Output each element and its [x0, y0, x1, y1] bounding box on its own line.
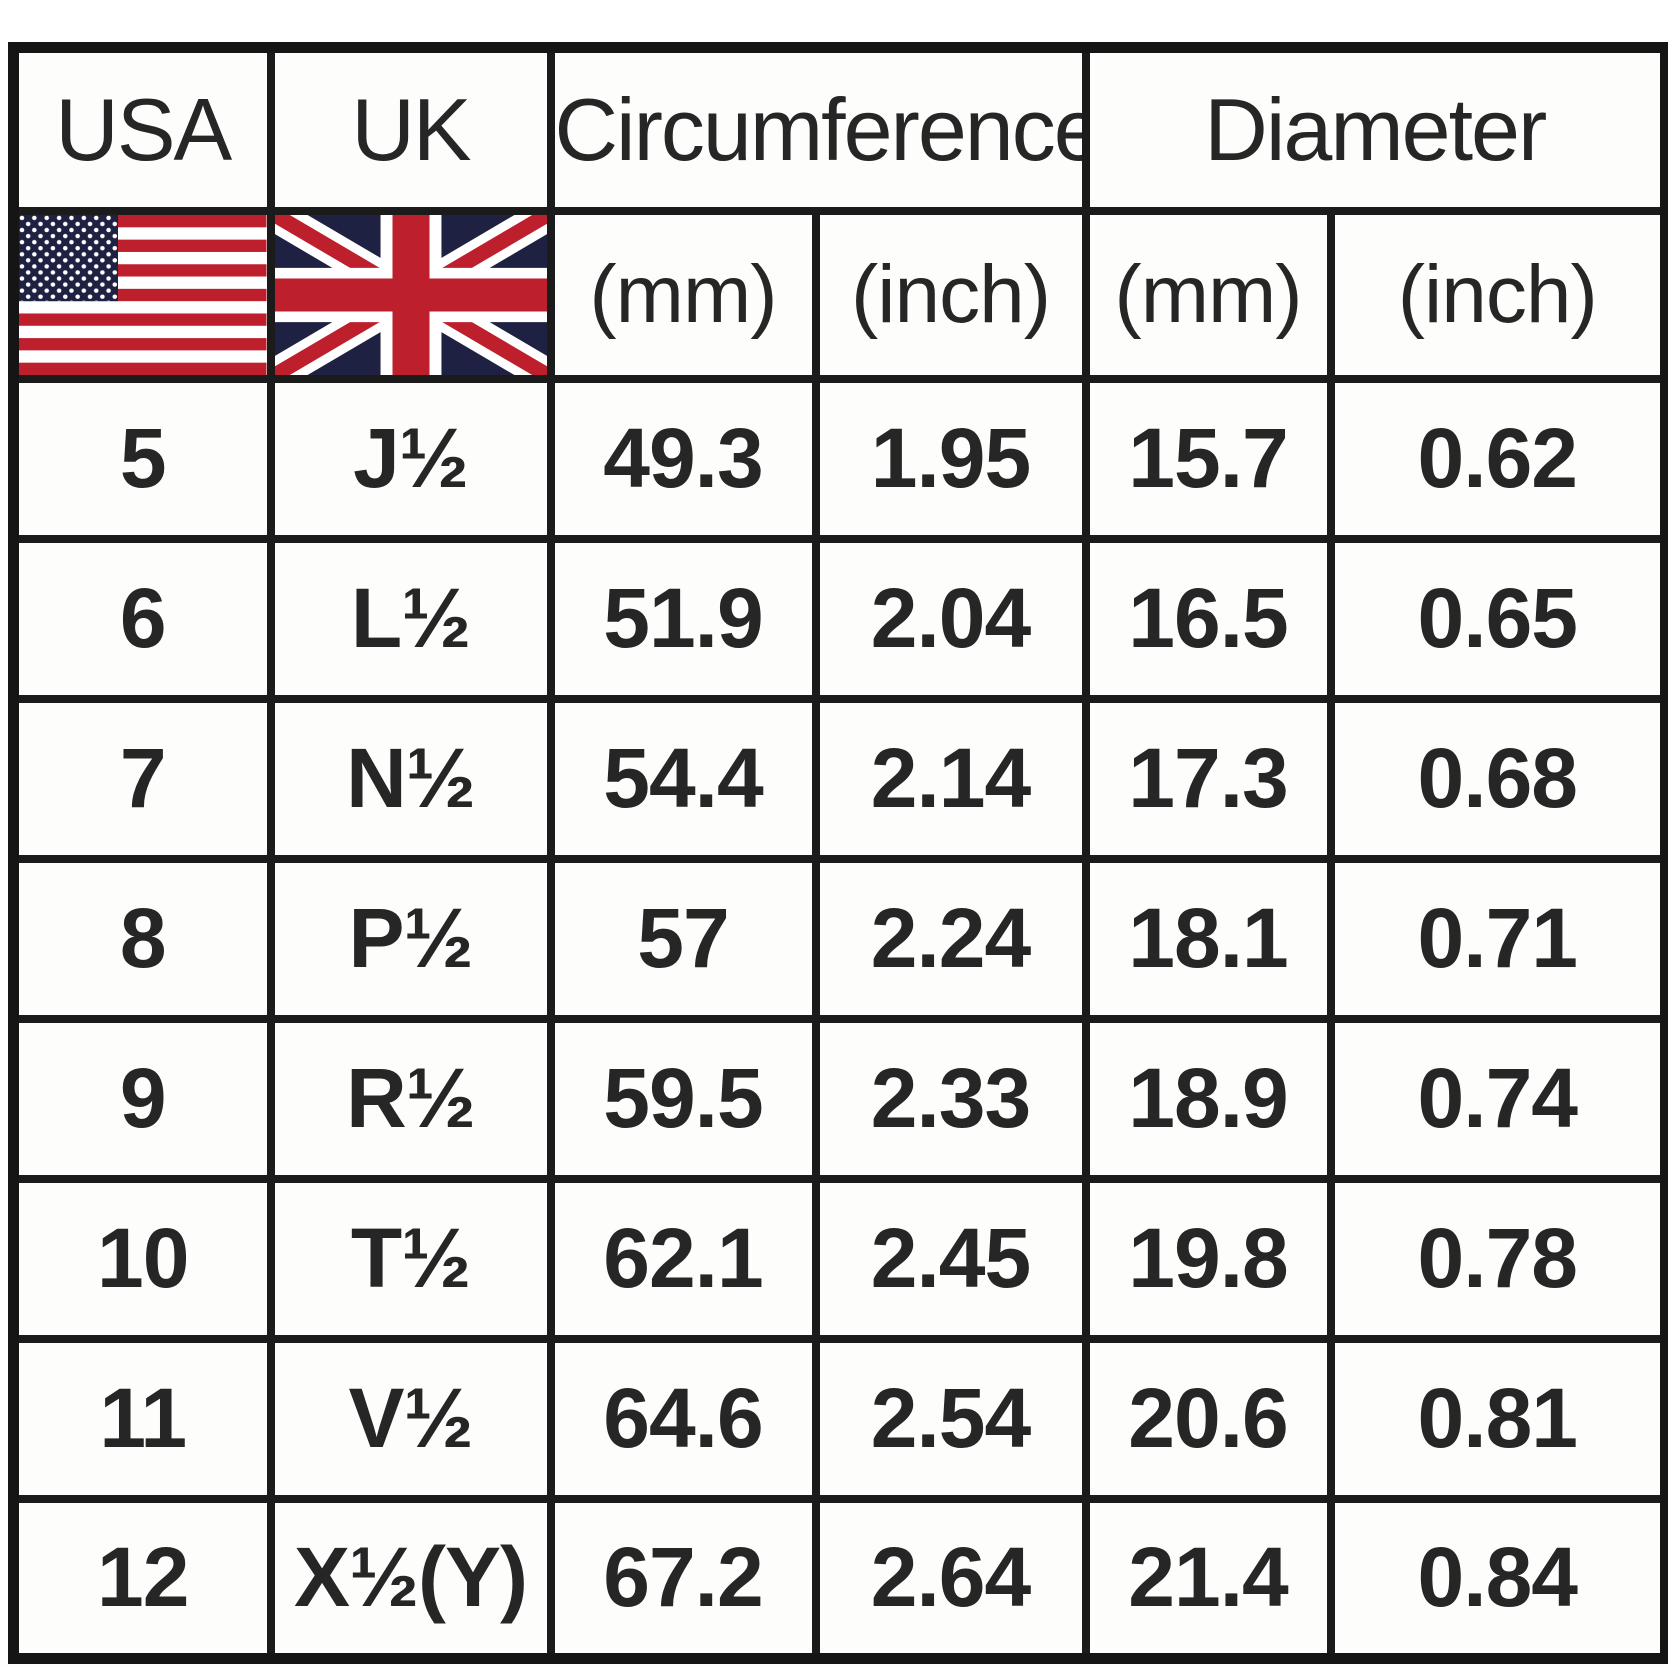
diameter-inch-cell: 0.62 [1326, 374, 1668, 543]
diameter-inch-cell: 0.74 [1326, 1014, 1668, 1183]
circumference-header-cell: Circumference [546, 43, 1090, 215]
circumference-inch-cell: 2.64 [811, 1494, 1090, 1663]
circumference-inch-cell: 2.24 [811, 854, 1090, 1023]
circumference-inch-cell: 2.14 [811, 694, 1090, 863]
uk-size-cell: J½ [266, 374, 555, 543]
usa-flag-cell [9, 206, 275, 383]
usa-size-cell: 10 [9, 1174, 275, 1343]
circumference-inch-cell: 2.54 [811, 1334, 1090, 1503]
diameter-mm-cell: 18.9 [1081, 1014, 1335, 1183]
circumference-mm-cell: 67.2 [546, 1494, 820, 1663]
circumference-mm-header: (mm) [546, 206, 820, 383]
diameter-inch-cell: 0.78 [1326, 1174, 1668, 1343]
circumference-mm-cell: 54.4 [546, 694, 820, 863]
usa-size-cell: 9 [9, 1014, 275, 1183]
table-row: 9 R½ 59.5 2.33 18.9 0.74 [9, 1014, 1668, 1183]
diameter-inch-cell: 0.84 [1326, 1494, 1668, 1663]
diameter-inch-header: (inch) [1326, 206, 1668, 383]
diameter-mm-cell: 20.6 [1081, 1334, 1335, 1503]
units-row: (mm) (inch) (mm) (inch) [9, 206, 1668, 383]
diameter-inch-cell: 0.71 [1326, 854, 1668, 1023]
circumference-inch-header: (inch) [811, 206, 1090, 383]
uk-size-cell: R½ [266, 1014, 555, 1183]
diameter-mm-cell: 16.5 [1081, 534, 1335, 703]
circumference-mm-cell: 57 [546, 854, 820, 1023]
circumference-inch-cell: 2.04 [811, 534, 1090, 703]
usa-header-cell: USA [9, 43, 275, 215]
uk-size-cell: P½ [266, 854, 555, 1023]
uk-flag-cell [266, 206, 555, 383]
circumference-inch-cell: 2.45 [811, 1174, 1090, 1343]
ring-size-conversion-table: USA UK Circumference Diameter [8, 42, 1668, 1664]
table-row: 12 X½(Y) 67.2 2.64 21.4 0.84 [9, 1494, 1668, 1663]
table-row: 6 L½ 51.9 2.04 16.5 0.65 [9, 534, 1668, 703]
uk-size-cell: L½ [266, 534, 555, 703]
uk-size-cell: V½ [266, 1334, 555, 1503]
circumference-mm-cell: 64.6 [546, 1334, 820, 1503]
circumference-mm-cell: 62.1 [546, 1174, 820, 1343]
usa-size-cell: 7 [9, 694, 275, 863]
circumference-mm-cell: 51.9 [546, 534, 820, 703]
diameter-header-cell: Diameter [1081, 43, 1668, 215]
table-row: 11 V½ 64.6 2.54 20.6 0.81 [9, 1334, 1668, 1503]
scanned-page: USA UK Circumference Diameter [0, 42, 1668, 1668]
diameter-mm-cell: 17.3 [1081, 694, 1335, 863]
circumference-inch-cell: 1.95 [811, 374, 1090, 543]
circumference-inch-cell: 2.33 [811, 1014, 1090, 1183]
usa-size-cell: 12 [9, 1494, 275, 1663]
usa-size-cell: 5 [9, 374, 275, 543]
table-row: 7 N½ 54.4 2.14 17.3 0.68 [9, 694, 1668, 863]
us-flag-icon [21, 218, 263, 371]
uk-size-cell: T½ [266, 1174, 555, 1343]
diameter-mm-cell: 19.8 [1081, 1174, 1335, 1343]
diameter-mm-cell: 15.7 [1081, 374, 1335, 543]
diameter-mm-cell: 18.1 [1081, 854, 1335, 1023]
circumference-mm-cell: 49.3 [546, 374, 820, 543]
table-row: 8 P½ 57 2.24 18.1 0.71 [9, 854, 1668, 1023]
diameter-inch-cell: 0.68 [1326, 694, 1668, 863]
diameter-mm-header: (mm) [1081, 206, 1335, 383]
header-row: USA UK Circumference Diameter [9, 43, 1668, 215]
diameter-inch-cell: 0.65 [1326, 534, 1668, 703]
usa-size-cell: 8 [9, 854, 275, 1023]
diameter-mm-cell: 21.4 [1081, 1494, 1335, 1663]
diameter-inch-cell: 0.81 [1326, 1334, 1668, 1503]
table-row: 10 T½ 62.1 2.45 19.8 0.78 [9, 1174, 1668, 1343]
uk-size-cell: N½ [266, 694, 555, 863]
uk-size-cell: X½(Y) [266, 1494, 555, 1663]
table-row: 5 J½ 49.3 1.95 15.7 0.62 [9, 374, 1668, 543]
uk-flag-icon [278, 218, 543, 371]
usa-size-cell: 11 [9, 1334, 275, 1503]
circumference-mm-cell: 59.5 [546, 1014, 820, 1183]
uk-header-cell: UK [266, 43, 555, 215]
usa-size-cell: 6 [9, 534, 275, 703]
